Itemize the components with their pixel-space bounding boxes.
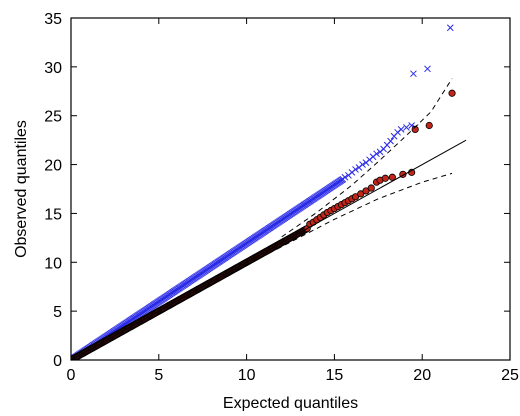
dot-point xyxy=(367,184,375,192)
cross-point xyxy=(446,24,454,32)
y-tick-label: 5 xyxy=(53,304,62,321)
series-crosses xyxy=(71,24,454,360)
cross-point xyxy=(341,173,349,181)
dot-point xyxy=(388,173,396,181)
y-axis-label: Observed quantiles xyxy=(13,120,30,258)
cross-point xyxy=(403,124,410,131)
plot-frame xyxy=(70,17,511,361)
reference-line xyxy=(71,139,467,360)
plot-content xyxy=(71,24,467,360)
cross-point xyxy=(352,166,359,173)
y-tick-label: 10 xyxy=(44,255,62,272)
axes: 0 5 10 15 20 25 0 5 10 15 20 25 30 35 Expected quantil… xyxy=(13,11,519,412)
cross-point xyxy=(410,70,417,78)
x-tick-label: 0 xyxy=(67,367,76,384)
x-tick-label: 10 xyxy=(238,367,256,384)
dot-point xyxy=(425,121,433,130)
confidence-band-lower xyxy=(228,172,453,275)
x-tick-label: 25 xyxy=(501,367,519,384)
plot-area xyxy=(71,24,467,360)
cross-point xyxy=(424,65,431,73)
series-dots xyxy=(71,89,456,360)
y-tick-label: 0 xyxy=(53,353,62,370)
y-tick-label: 35 xyxy=(44,11,62,28)
cross-point xyxy=(387,137,394,145)
x-tick-label: 15 xyxy=(326,367,344,384)
x-axis-label: Expected quantiles xyxy=(223,395,358,411)
y-tick-label: 15 xyxy=(44,206,62,223)
dot-point xyxy=(411,125,419,133)
y-tick-label: 20 xyxy=(44,158,62,175)
dot-point xyxy=(448,89,456,97)
y-tick-label: 30 xyxy=(44,60,62,77)
x-tick-label: 5 xyxy=(154,367,163,384)
cross-point xyxy=(359,161,366,168)
cross-point xyxy=(397,126,405,133)
dot-point xyxy=(381,174,389,182)
y-tick-label: 25 xyxy=(44,109,62,126)
x-tick-label: 20 xyxy=(413,367,431,384)
cross-point xyxy=(373,150,380,158)
